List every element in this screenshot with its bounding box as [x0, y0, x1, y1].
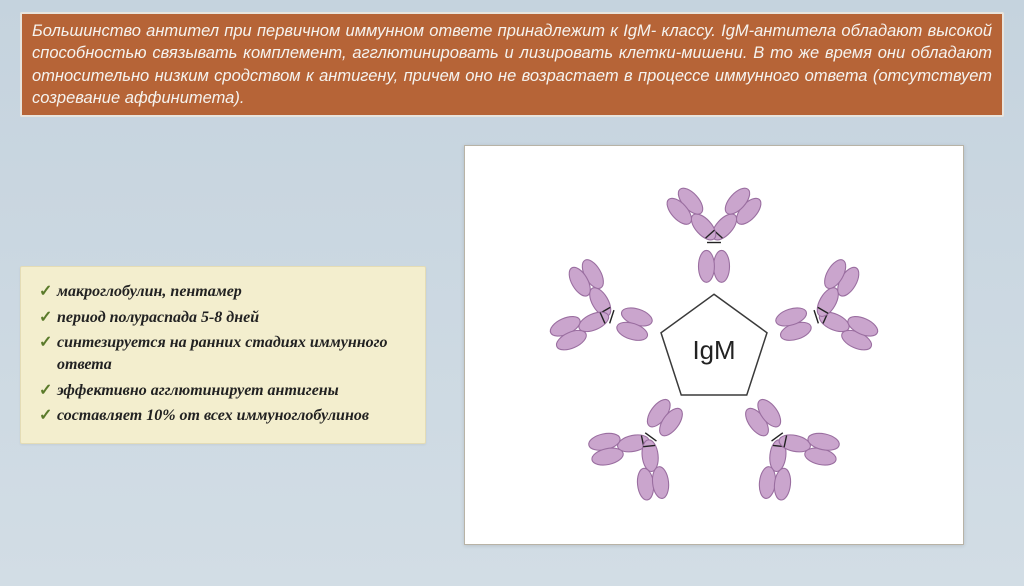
list-item: синтезируется на ранних стадиях иммунног…	[35, 332, 411, 375]
list-item: период полураспада 5-8 дней	[35, 307, 411, 329]
bullet-list: макроглобулин, пентамер период полураспа…	[35, 281, 411, 427]
igm-label: IgM	[692, 337, 735, 365]
header-text: Большинство антител при первичном иммунн…	[32, 22, 992, 107]
list-item: составляет 10% от всех иммуноглобулинов	[35, 405, 411, 427]
list-item: макроглобулин, пентамер	[35, 281, 411, 303]
igm-pentamer-svg: IgM	[465, 146, 963, 544]
bullet-card: макроглобулин, пентамер период полураспа…	[20, 266, 426, 444]
header-description: Большинство антител при первичном иммунн…	[20, 12, 1004, 117]
igm-diagram-card: IgM	[464, 145, 964, 545]
content-row: макроглобулин, пентамер период полураспа…	[0, 145, 1024, 545]
list-item: эффективно агглютинирует антигены	[35, 380, 411, 402]
